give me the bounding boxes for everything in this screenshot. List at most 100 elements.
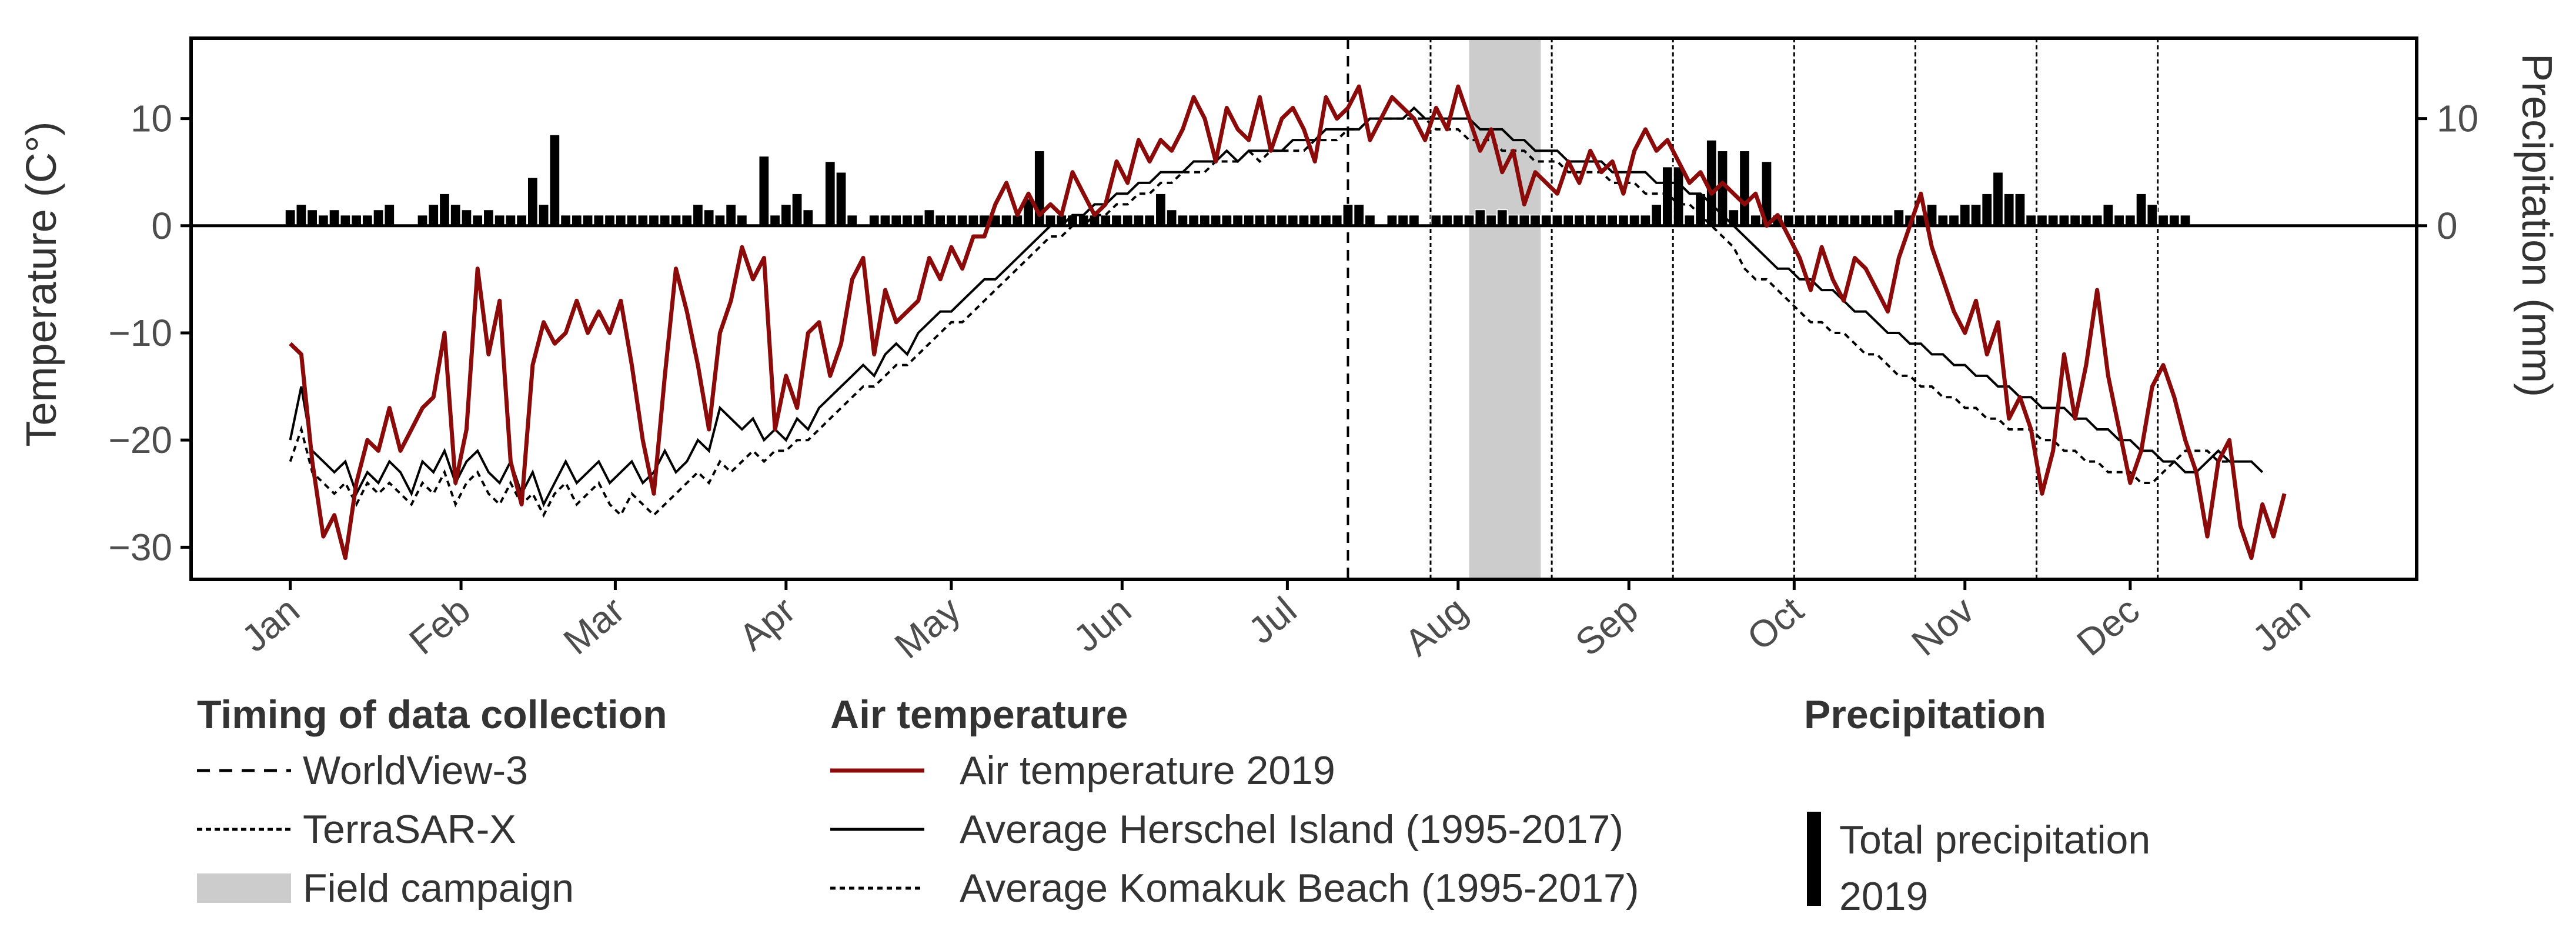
precipitation-bar [1078, 214, 1090, 226]
precipitation-bar [2146, 204, 2158, 226]
x-tick-label: Feb [401, 589, 478, 659]
x-tick-label: Jan [233, 589, 307, 659]
precipitation-bar [450, 204, 462, 226]
precipitation-bar [2003, 193, 2015, 226]
legend-label-precip-line1: Total precipitation [1839, 818, 2151, 862]
precipitation-bar [2169, 214, 2180, 226]
x-tick-label: Mar [556, 589, 633, 659]
precipitation-bar [472, 214, 483, 226]
precipitation-bar [1618, 214, 1629, 226]
precipitation-bar [1199, 214, 1211, 226]
precipitation-bar [1298, 214, 1309, 226]
precipitation-bar [1232, 214, 1244, 226]
precipitation-bar [505, 214, 516, 226]
precipitation-bar [549, 134, 560, 226]
precipitation-bar [1353, 204, 1365, 226]
x-tick-label: Nov [1903, 589, 1982, 659]
precipitation-bar [791, 193, 803, 226]
precipitation-bar [934, 214, 946, 226]
precipitation-bar [1827, 214, 1839, 226]
y-tick-label: 10 [131, 98, 172, 140]
y2-axis-ticks: 0 10 [2417, 98, 2478, 247]
precipitation-bar [1243, 214, 1255, 226]
precipitation-bar [1948, 214, 1960, 226]
precipitation-bar [1794, 214, 1806, 226]
precipitation-bar [2180, 214, 2191, 226]
precipitation-bar [2124, 214, 2136, 226]
legend-item-precip: Total precipitation 2019 [1804, 812, 2150, 925]
legend-timing: Timing of data collection WorldView-3 Te… [197, 688, 667, 918]
precipitation-bar [1860, 214, 1872, 226]
temperature-precipitation-chart: −30 −20 −10 0 10 0 10 Jan Feb Mar Apr May Jun Jul Au… [18, 36, 2560, 659]
legend-label-worldview3: WorldView-3 [303, 748, 528, 793]
precipitation-bar [714, 214, 726, 226]
komakuk-line [289, 117, 2230, 518]
precipitation-bar [1596, 214, 1607, 226]
precipitation-bar [1133, 214, 1144, 226]
precipitation-bar [1508, 214, 1519, 226]
precipitation-bar [296, 204, 307, 226]
precipitation-bar [1221, 214, 1232, 226]
precipitation-bar [1629, 214, 1640, 226]
precipitation-bar [1001, 214, 1012, 226]
precipitation-bar [1739, 150, 1750, 226]
precipitation-bar [1045, 214, 1056, 226]
worldview3-key-icon [197, 769, 291, 772]
precipitation-bar [538, 204, 549, 226]
precipitation-bar [615, 214, 627, 226]
precipitation-bar [769, 214, 781, 226]
precipitation-bar [1210, 214, 1221, 226]
precipitation-bar [670, 214, 681, 226]
precipitation-bar [1386, 214, 1398, 226]
precipitation-bar [758, 155, 770, 226]
legend-item-terrasar: TerraSAR-X [197, 800, 667, 859]
precipitation-bar [306, 209, 318, 226]
legend-air-title: Air temperature [830, 692, 1128, 737]
precipitation-bar [1188, 214, 1200, 226]
legend-item-field-campaign: Field campaign [197, 859, 667, 918]
x-tick-label: Sep [1568, 589, 1646, 659]
precipitation-bar [1750, 214, 1762, 226]
komakuk-key-icon [830, 886, 924, 890]
precipitation-bar [439, 193, 450, 226]
y-tick-label: −30 [108, 526, 172, 568]
precipitation-bar [427, 204, 439, 226]
y-tick-label: −20 [108, 419, 172, 461]
precipitation-bar [285, 209, 296, 226]
precipitation-bar [692, 204, 704, 226]
precipitation-bar [1265, 214, 1277, 226]
legend-timing-title: Timing of data collection [197, 692, 667, 737]
precipitation-bar [913, 214, 924, 226]
precipitation-bar [383, 204, 395, 226]
precipitation-bar [1144, 214, 1155, 226]
x-tick-label: Apr [731, 589, 803, 659]
precipitation-bar [571, 214, 583, 226]
precipitation-bar [1529, 214, 1541, 226]
precipitation-bar [2047, 214, 2059, 226]
precipitation-bar [1541, 214, 1552, 226]
precipitation-bar [1849, 214, 1860, 226]
precipitation-bar [1662, 166, 1673, 226]
precipitation-bar [626, 214, 637, 226]
x-tick-label: Jun [1065, 589, 1139, 659]
precipitation-bar [1430, 214, 1442, 226]
precipitation-bar [2036, 214, 2048, 226]
legend-item-air2019: Air temperature 2019 [830, 741, 1639, 800]
y-tick-label: 0 [151, 205, 172, 247]
legend-precip-title: Precipitation [1804, 692, 2046, 737]
precipitation-bar [2069, 214, 2081, 226]
precipitation-bar [1342, 204, 1354, 226]
precipitation-bar [582, 214, 593, 226]
legend-label-air2019: Air temperature 2019 [960, 748, 1335, 793]
legend-precipitation: Precipitation Total precipitation 2019 [1804, 688, 2150, 925]
precipitation-bar [1309, 214, 1321, 226]
precipitation-bar [1441, 214, 1453, 226]
precipitation-bar [1254, 214, 1265, 226]
precipitation-bar [648, 214, 660, 226]
precipitation-bar [1485, 214, 1497, 226]
precipitation-bar [725, 204, 737, 226]
precipitation-bar [1397, 214, 1409, 226]
precipitation-bar [1276, 214, 1288, 226]
precipitation-bar [1981, 193, 1993, 226]
legend-label-terrasar: TerraSAR-X [303, 807, 516, 852]
